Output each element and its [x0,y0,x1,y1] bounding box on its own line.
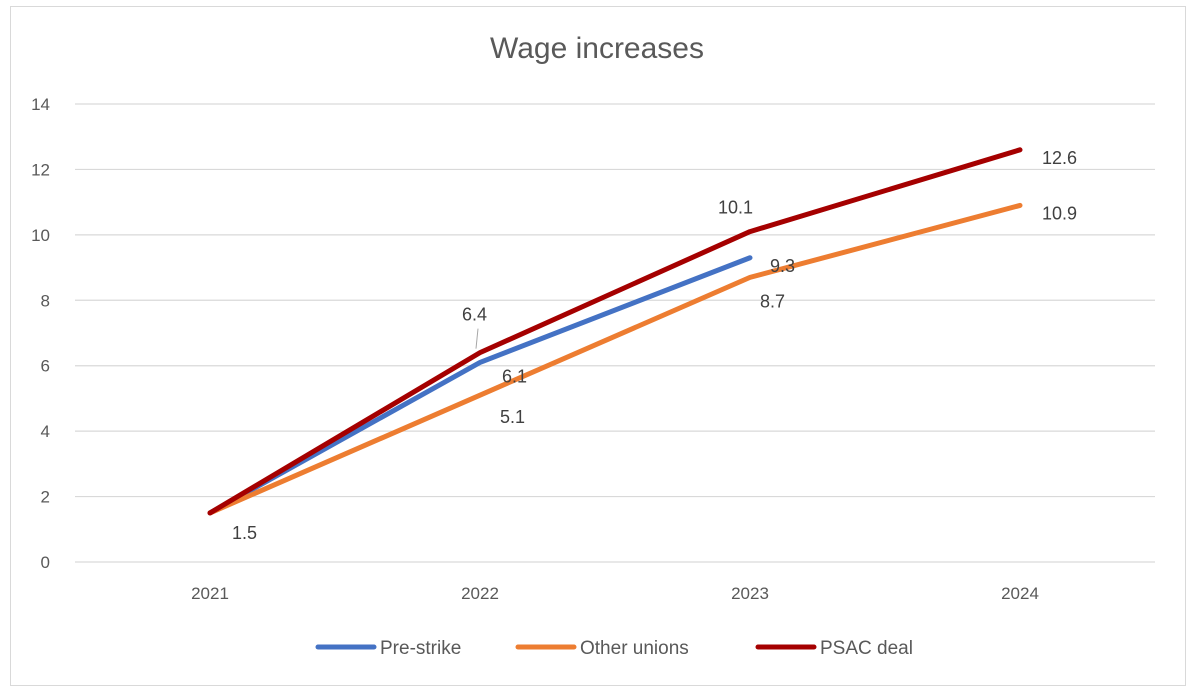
data-label: 5.1 [500,407,525,427]
data-label: 6.4 [462,305,487,325]
data-label: 8.7 [760,291,785,311]
y-tick-label: 4 [41,422,50,441]
x-tick-label: 2022 [461,584,499,603]
x-tick-label: 2021 [191,584,229,603]
x-tick-label: 2024 [1001,584,1039,603]
y-tick-label: 12 [31,160,50,179]
y-tick-label: 6 [41,357,50,376]
series-line [207,202,1023,516]
legend-label: PSAC deal [820,638,913,659]
data-label: 1.5 [232,523,257,543]
y-axis-ticks: 0 2 4 6 8 10 12 14 [31,95,50,572]
x-axis-ticks: 2021 2022 2023 2024 [191,584,1039,603]
series-line [207,255,753,516]
legend-item[interactable]: Other unions [515,638,689,659]
y-tick-label: 2 [41,488,50,507]
legend[interactable]: Pre-strike Other unions PSAC deal [315,638,913,659]
y-tick-label: 14 [31,95,50,114]
series-lines [207,147,1023,516]
data-label: 10.9 [1042,203,1077,223]
legend-item[interactable]: Pre-strike [315,638,461,659]
legend-item[interactable]: PSAC deal [755,638,913,659]
data-label: 12.6 [1042,148,1077,168]
data-label: 10.1 [718,198,753,218]
legend-label: Other unions [580,638,689,659]
y-tick-label: 0 [41,553,50,572]
gridlines [75,103,1155,563]
chart-title: Wage increases [490,32,704,65]
y-tick-label: 10 [31,226,50,245]
legend-label: Pre-strike [380,638,461,659]
series-line [207,147,1023,516]
data-labels: 6.1 9.3 5.1 8.7 10.9 1.5 6.4 10.1 12.6 [232,148,1077,543]
data-label-leader [475,328,479,349]
y-tick-label: 8 [41,291,50,310]
data-label: 9.3 [770,256,795,276]
data-label: 6.1 [502,366,527,386]
x-tick-label: 2023 [731,584,769,603]
